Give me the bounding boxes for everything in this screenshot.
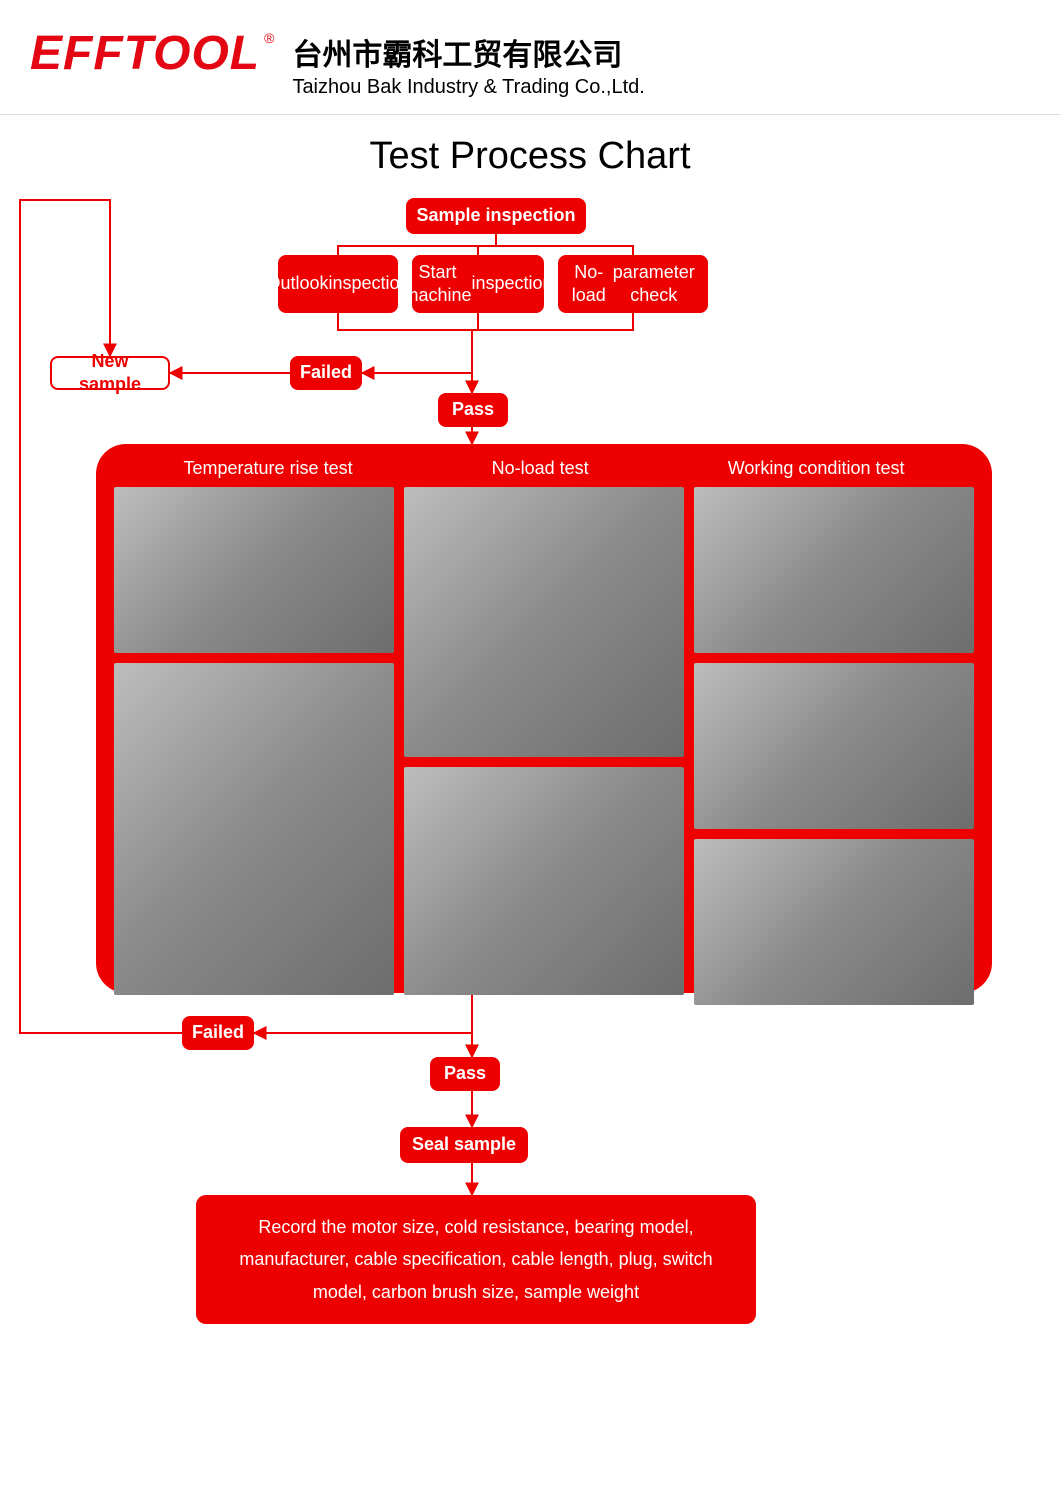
photo-placeholder xyxy=(404,487,684,757)
node-noload-param: No-loadparameter check xyxy=(558,255,708,313)
node-seal-sample: Seal sample xyxy=(400,1127,528,1163)
record-text: Record the motor size, cold resistance, … xyxy=(239,1217,712,1302)
node-start-machine: Start machineinspection xyxy=(412,255,544,313)
photo-placeholder xyxy=(694,839,974,1005)
photos-header-1: Temperature rise test xyxy=(184,458,353,479)
photo-placeholder xyxy=(114,487,394,653)
node-failed-1: Failed xyxy=(290,356,362,390)
page-header: EFFTOOL® 台州市霸科工贸有限公司 Taizhou Bak Industr… xyxy=(0,0,1060,115)
registered-mark: ® xyxy=(264,30,274,46)
node-sample-inspection: Sample inspection xyxy=(406,198,586,234)
photo-placeholder xyxy=(694,663,974,829)
photos-col-3 xyxy=(694,487,974,1005)
photos-col-1 xyxy=(114,487,394,1005)
photos-grid xyxy=(114,487,974,1005)
photos-panel: Temperature rise test No-load test Worki… xyxy=(96,444,992,993)
company-name-en: Taizhou Bak Industry & Trading Co.,Ltd. xyxy=(292,76,644,99)
record-box: Record the motor size, cold resistance, … xyxy=(196,1195,756,1324)
photos-header-3: Working condition test xyxy=(728,458,905,479)
node-pass-1: Pass xyxy=(438,393,508,427)
photo-placeholder xyxy=(114,663,394,995)
node-outlook: Outlookinspection xyxy=(278,255,398,313)
node-failed-2: Failed xyxy=(182,1016,254,1050)
page-title: Test Process Chart xyxy=(0,135,1060,178)
logo-text: EFFTOOL xyxy=(30,27,260,80)
company-name-cn: 台州市霸科工贸有限公司 xyxy=(292,30,644,74)
logo: EFFTOOL® xyxy=(30,30,274,78)
photos-headers: Temperature rise test No-load test Worki… xyxy=(114,458,974,479)
photos-col-2 xyxy=(404,487,684,1005)
photo-placeholder xyxy=(694,487,974,653)
company-block: 台州市霸科工贸有限公司 Taizhou Bak Industry & Tradi… xyxy=(292,30,644,99)
node-new-sample: New sample xyxy=(50,356,170,390)
photos-header-2: No-load test xyxy=(492,458,589,479)
photo-placeholder xyxy=(404,767,684,995)
node-pass-2: Pass xyxy=(430,1057,500,1091)
